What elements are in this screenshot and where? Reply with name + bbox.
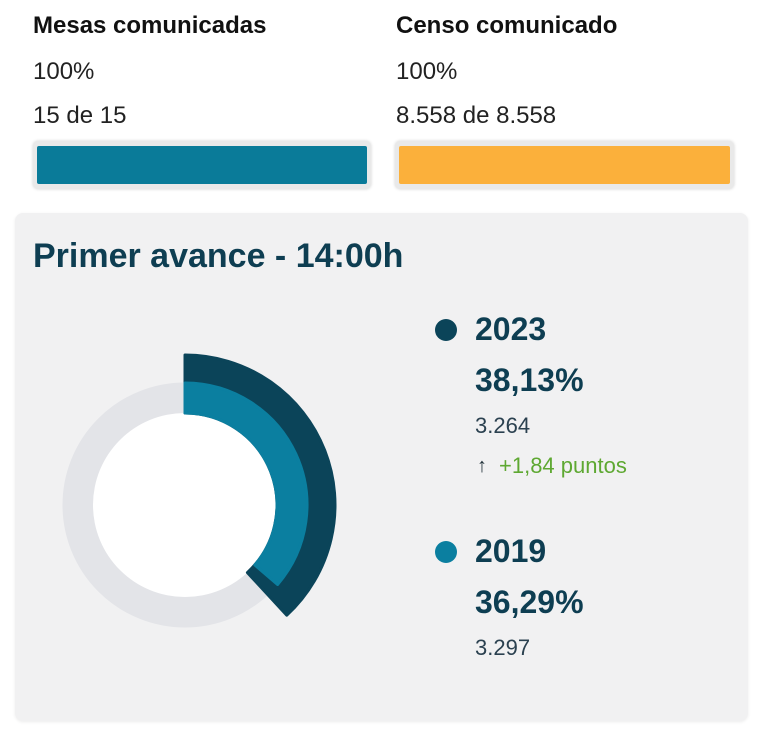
year-2019: 2019	[475, 533, 547, 569]
donut-center	[93, 413, 277, 597]
votes-2019: 3.297	[475, 635, 531, 660]
percent-2023: 38,13%	[475, 362, 584, 398]
mesas-percent: 100%	[33, 58, 95, 85]
censo-progress-bar	[395, 141, 734, 189]
mesas-title: Mesas comunicadas	[33, 12, 267, 39]
avance-card: Primer avance - 14:00h 2023 38,13% 3.264…	[15, 213, 748, 721]
delta-text: +1,84 puntos	[499, 453, 627, 478]
year-2023: 2023	[475, 311, 547, 347]
percent-2019: 36,29%	[475, 584, 584, 620]
mesas-progress-fill	[37, 146, 367, 184]
arrow-up-icon: ↑	[477, 454, 487, 477]
donut-arc-2019	[183, 381, 309, 586]
dot-2023-icon	[435, 318, 457, 341]
censo-percent: 100%	[396, 58, 458, 85]
censo-count: 8.558 de 8.558	[396, 102, 557, 129]
mesas-progress-bar	[33, 141, 371, 189]
censo-progress-fill	[399, 146, 730, 184]
avance-title: Primer avance - 14:00h	[33, 237, 404, 275]
legend-2019: 2019 36,29% 3.297	[435, 533, 584, 661]
legend-2023: 2023 38,13% 3.264 ↑ +1,84 puntos	[435, 311, 627, 479]
dot-2019-icon	[435, 540, 457, 563]
participation-donut-chart	[62, 353, 337, 628]
mesas-count: 15 de 15	[33, 102, 127, 129]
censo-title: Censo comunicado	[396, 12, 618, 39]
votes-2023: 3.264	[475, 413, 531, 438]
delta-2023: ↑ +1,84 puntos	[477, 453, 627, 479]
